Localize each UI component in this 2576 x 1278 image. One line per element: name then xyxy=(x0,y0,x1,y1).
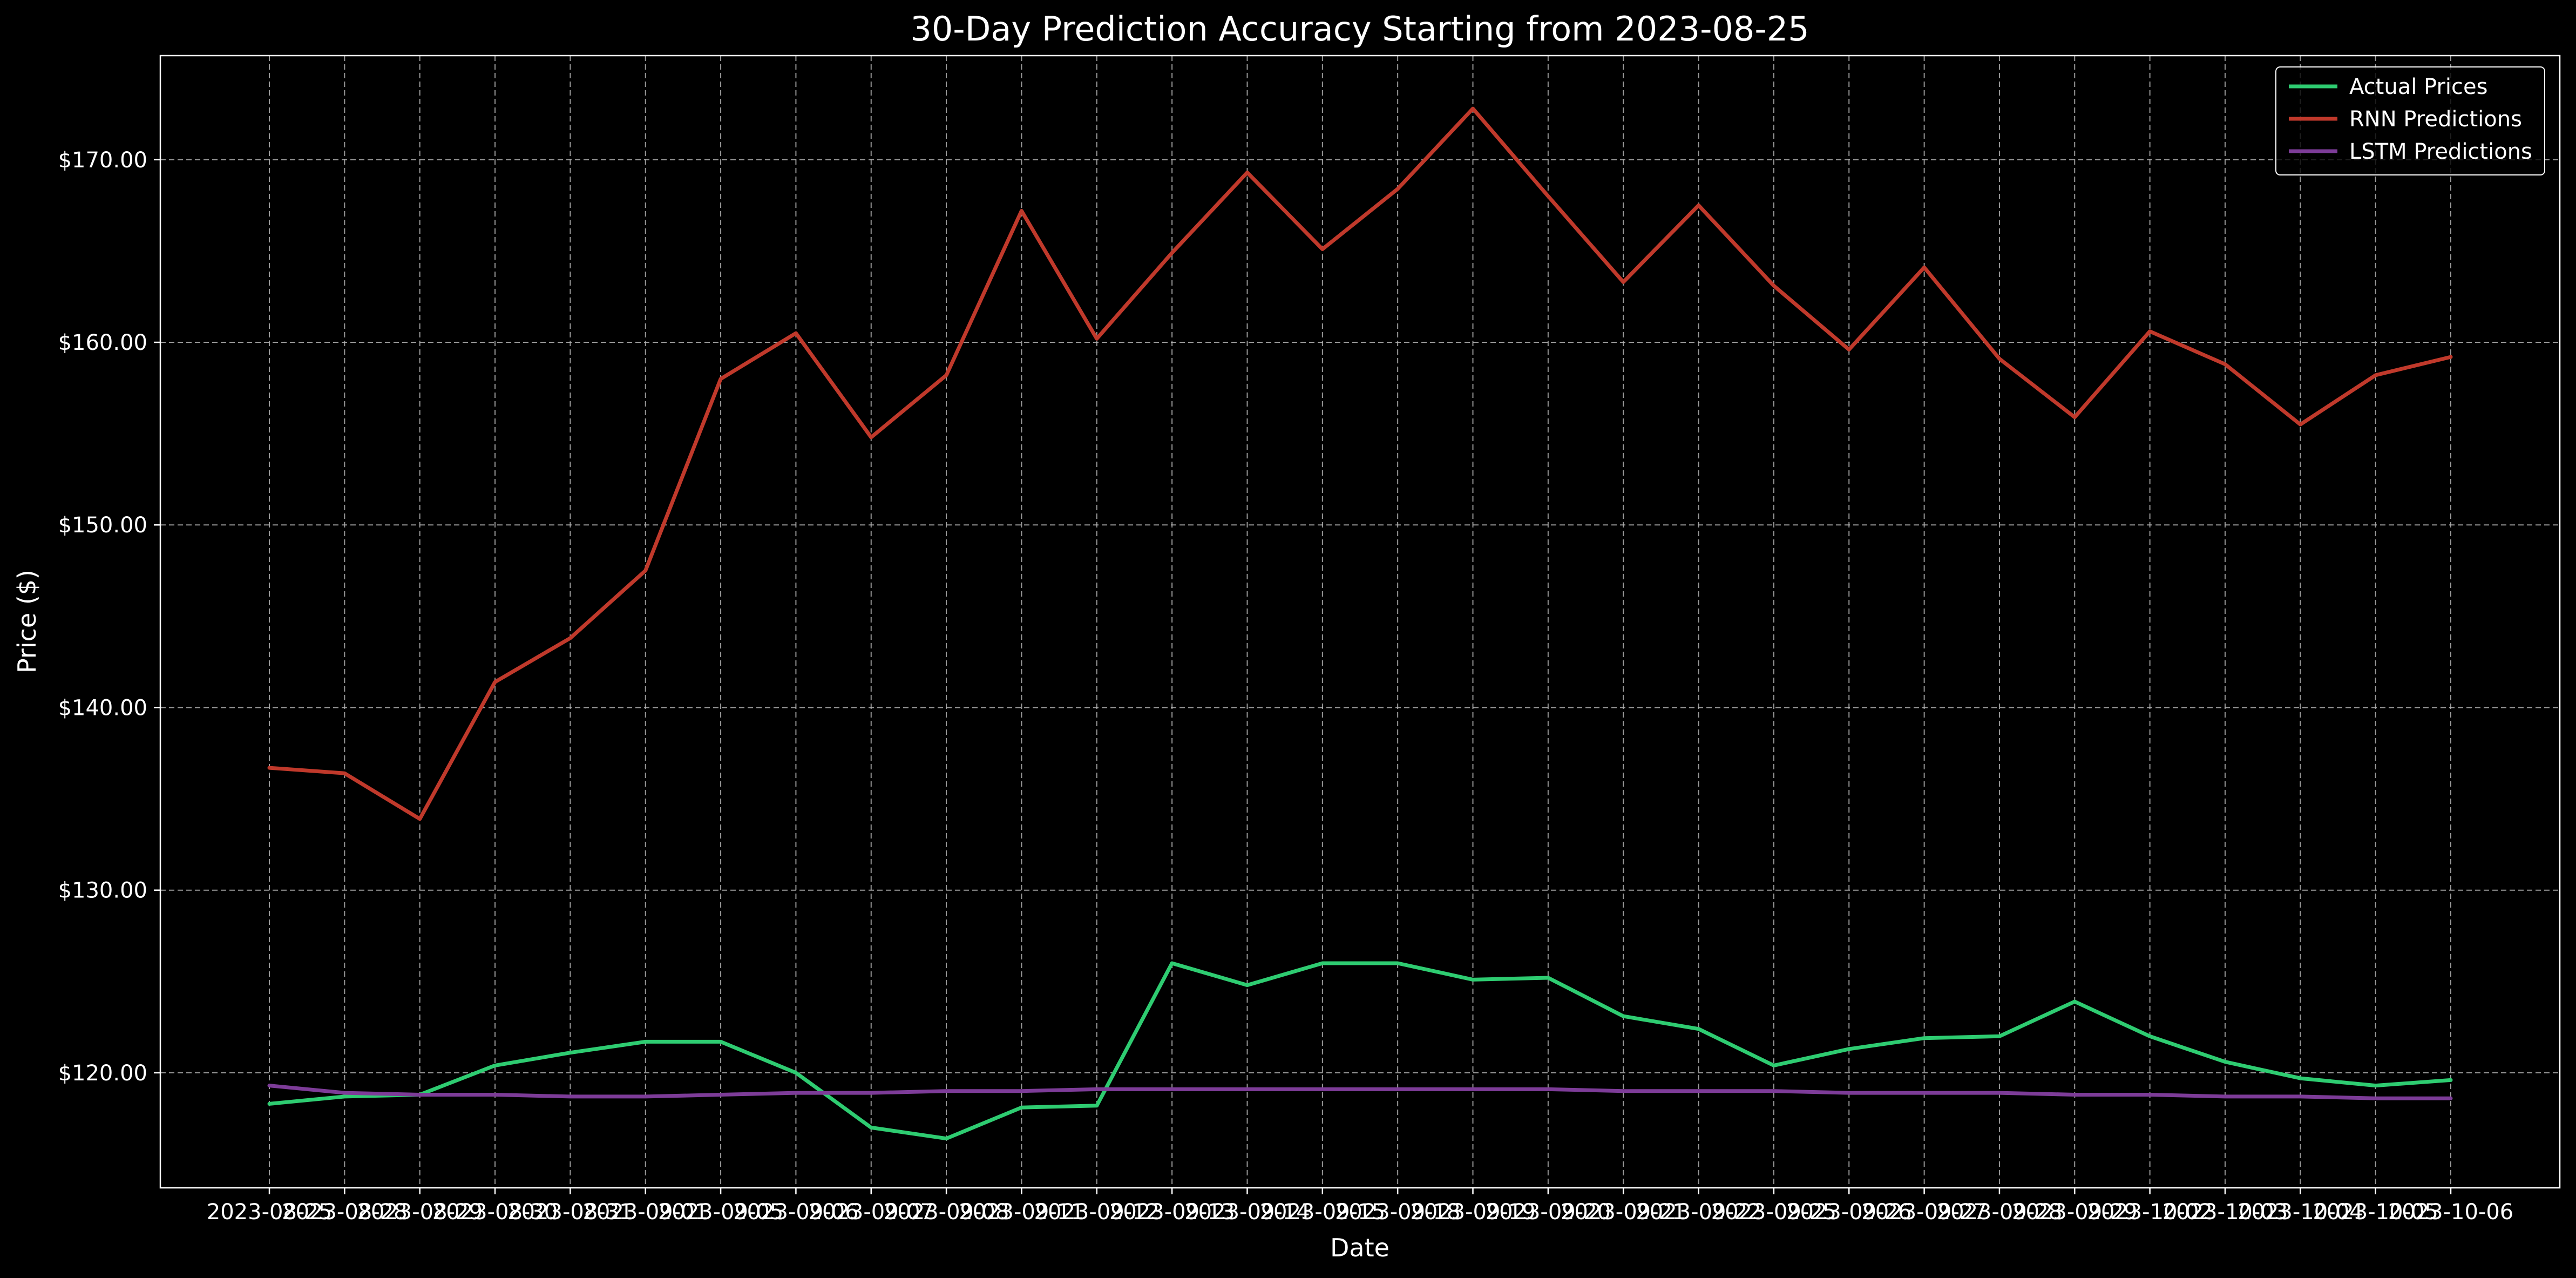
x-tick-label: 2023-08-28 xyxy=(282,1200,407,1225)
x-tick-label: 2023-10-06 xyxy=(2388,1200,2513,1225)
x-tick-label: 2023-08-30 xyxy=(432,1200,558,1225)
y-axis-ticks: $120.00 $130.00 $140.00 $150.00 $160.00 $170.… xyxy=(58,148,160,1086)
y-tick-label: $150.00 xyxy=(58,513,147,538)
y-tick-label: $160.00 xyxy=(58,330,147,355)
x-tick-label: 2023-09-08 xyxy=(884,1200,1009,1225)
x-tick-label: 2023-08-25 xyxy=(207,1200,332,1225)
series-line-actual-prices xyxy=(267,961,2453,1141)
series-line-rnn-predictions xyxy=(267,106,2453,821)
x-tick-label: 2023-09-07 xyxy=(809,1200,934,1225)
x-tick-label: 2023-08-31 xyxy=(507,1200,633,1225)
legend-box xyxy=(2275,66,2545,175)
y-axis-label: Price ($) xyxy=(12,570,42,673)
legend-label: Actual Prices xyxy=(2349,75,2487,99)
x-tick-label: 2023-09-25 xyxy=(1711,1200,1836,1225)
x-tick-label: 2023-09-05 xyxy=(658,1200,783,1225)
series-lines xyxy=(267,106,2453,1141)
x-tick-label: 2023-10-04 xyxy=(2238,1200,2363,1225)
x-tick-label: 2023-09-28 xyxy=(1937,1200,2062,1225)
plot-frame xyxy=(159,55,2561,1189)
y-tick-label: $120.00 xyxy=(58,1061,147,1086)
x-tick-label: 2023-10-05 xyxy=(2313,1200,2438,1225)
grid xyxy=(160,56,2560,1188)
legend-label: LSTM Predictions xyxy=(2349,139,2532,164)
x-tick-label: 2023-09-27 xyxy=(1861,1200,1987,1225)
y-tick-label: $140.00 xyxy=(58,695,147,720)
legend-label: RNN Predictions xyxy=(2349,107,2522,132)
x-tick-label: 2023-09-15 xyxy=(1260,1200,1385,1225)
series-line-lstm-predictions xyxy=(267,1084,2453,1100)
y-tick-label: $130.00 xyxy=(58,878,147,903)
x-tick-label: 2023-09-13 xyxy=(1109,1200,1235,1225)
y-tick-label: $170.00 xyxy=(58,148,147,173)
x-tick-label: 2023-09-26 xyxy=(1786,1200,1911,1225)
x-tick-label: 2023-09-01 xyxy=(582,1200,708,1225)
x-tick-label: 2023-09-29 xyxy=(2012,1200,2137,1225)
legend: Actual Prices RNN Predictions LSTM Predict… xyxy=(2275,66,2545,175)
x-tick-label: 2023-09-21 xyxy=(1561,1200,1686,1225)
x-tick-label: 2023-09-19 xyxy=(1410,1200,1535,1225)
x-tick-label: 2023-09-11 xyxy=(959,1200,1084,1225)
x-tick-label: 2023-09-12 xyxy=(1034,1200,1160,1225)
x-tick-label: 2023-08-29 xyxy=(357,1200,482,1225)
x-tick-label: 2023-09-06 xyxy=(733,1200,858,1225)
x-axis-ticks: 2023-08-252023-08-282023-08-292023-08-30… xyxy=(207,1188,2513,1225)
x-tick-label: 2023-09-14 xyxy=(1184,1200,1310,1225)
x-tick-label: 2023-09-18 xyxy=(1335,1200,1460,1225)
x-tick-label: 2023-09-20 xyxy=(1486,1200,1611,1225)
chart-title: 30-Day Prediction Accuracy Starting from… xyxy=(910,9,1809,49)
x-tick-label: 2023-10-02 xyxy=(2087,1200,2212,1225)
x-tick-label: 2023-09-22 xyxy=(1636,1200,1761,1225)
x-tick-label: 2023-10-03 xyxy=(2163,1200,2288,1225)
x-axis-label: Date xyxy=(1330,1233,1389,1262)
